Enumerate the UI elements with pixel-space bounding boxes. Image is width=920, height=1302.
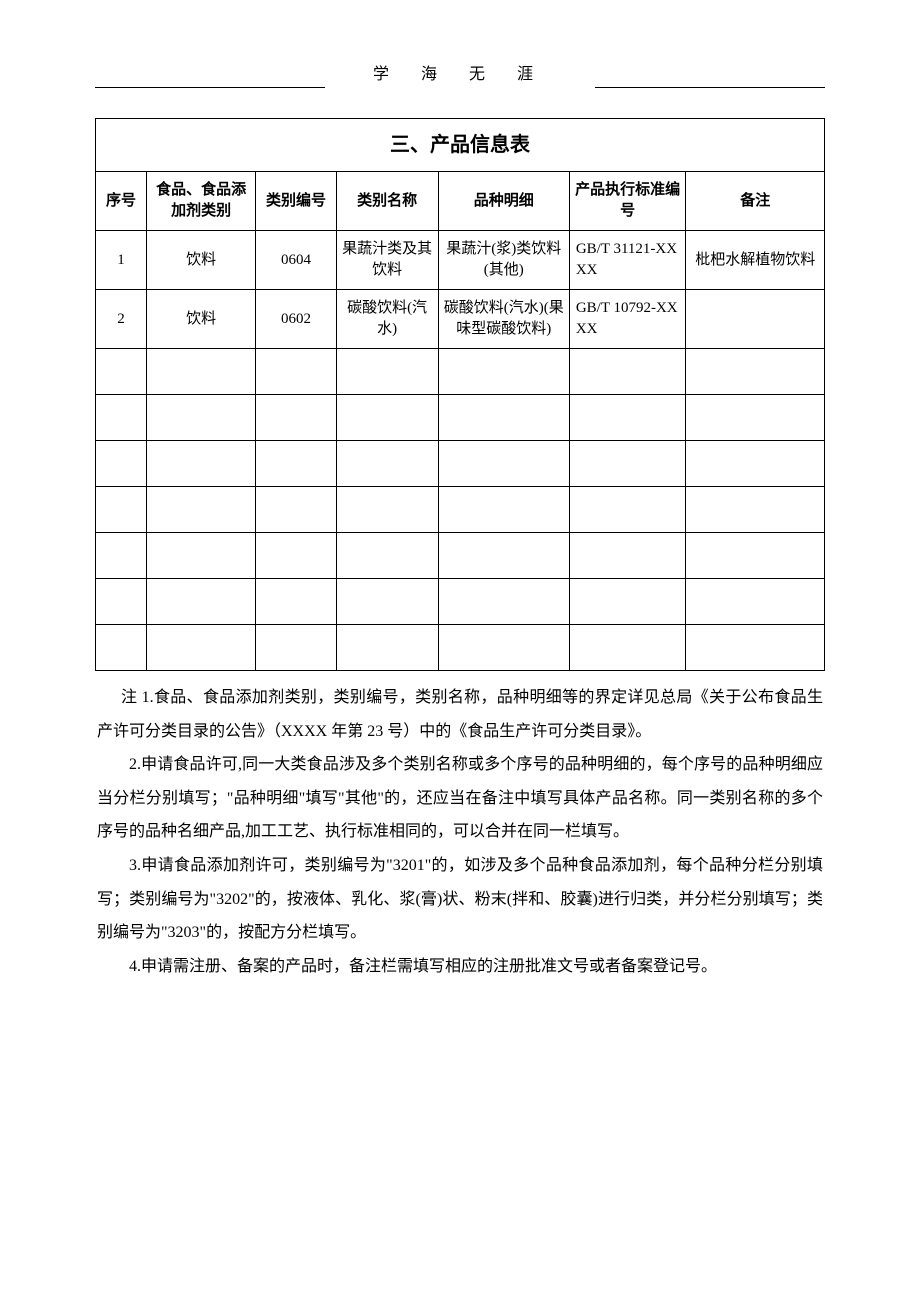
table-cell xyxy=(336,395,438,441)
table-cell: 饮料 xyxy=(147,290,256,349)
table-row xyxy=(96,395,825,441)
note-3: 3.申请食品添加剂许可，类别编号为"3201"的，如涉及多个品种食品添加剂，每个… xyxy=(97,849,823,950)
table-row xyxy=(96,625,825,671)
table-cell xyxy=(686,290,825,349)
table-cell xyxy=(147,395,256,441)
table-cell xyxy=(569,349,686,395)
table-cell xyxy=(569,487,686,533)
table-cell: 碳酸饮料(汽水)(果味型碳酸饮料) xyxy=(438,290,569,349)
column-header: 类别名称 xyxy=(336,172,438,231)
table-cell: 0604 xyxy=(256,231,336,290)
document-page: 学 海 无 涯 三、产品信息表 序号食品、食品添加剂类别类别编号类别名称品种明细… xyxy=(0,0,920,1043)
table-cell xyxy=(438,579,569,625)
note-1: 注 1.食品、食品添加剂类别，类别编号，类别名称，品种明细等的界定详见总局《关于… xyxy=(97,681,823,748)
table-cell xyxy=(256,349,336,395)
table-cell xyxy=(569,579,686,625)
table-cell xyxy=(147,349,256,395)
table-cell: 碳酸饮料(汽水) xyxy=(336,290,438,349)
table-header-row: 序号食品、食品添加剂类别类别编号类别名称品种明细产品执行标准编号备注 xyxy=(96,172,825,231)
table-cell xyxy=(336,441,438,487)
table-cell xyxy=(96,625,147,671)
table-cell xyxy=(147,487,256,533)
table-cell xyxy=(336,533,438,579)
product-info-table: 三、产品信息表 序号食品、食品添加剂类别类别编号类别名称品种明细产品执行标准编号… xyxy=(95,118,825,671)
table-cell xyxy=(686,625,825,671)
table-cell xyxy=(256,533,336,579)
table-cell: 果蔬汁类及其饮料 xyxy=(336,231,438,290)
table-cell xyxy=(96,579,147,625)
table-cell xyxy=(686,533,825,579)
table-title-row: 三、产品信息表 xyxy=(96,119,825,172)
column-header: 食品、食品添加剂类别 xyxy=(147,172,256,231)
table-cell xyxy=(438,533,569,579)
table-cell xyxy=(147,625,256,671)
table-cell: 1 xyxy=(96,231,147,290)
table-title: 三、产品信息表 xyxy=(96,119,825,172)
table-cell xyxy=(256,625,336,671)
table-row xyxy=(96,579,825,625)
table-cell: GB/T 31121-XXXX xyxy=(569,231,686,290)
table-cell xyxy=(147,579,256,625)
column-header: 备注 xyxy=(686,172,825,231)
notes-block: 注 1.食品、食品添加剂类别，类别编号，类别名称，品种明细等的界定详见总局《关于… xyxy=(95,681,825,983)
table-cell xyxy=(336,349,438,395)
column-header: 产品执行标准编号 xyxy=(569,172,686,231)
table-cell: 饮料 xyxy=(147,231,256,290)
table-cell xyxy=(336,625,438,671)
table-row xyxy=(96,487,825,533)
table-row: 2饮料0602碳酸饮料(汽水)碳酸饮料(汽水)(果味型碳酸饮料)GB/T 107… xyxy=(96,290,825,349)
table-row xyxy=(96,441,825,487)
table-cell xyxy=(256,487,336,533)
table-cell xyxy=(256,395,336,441)
table-cell xyxy=(686,395,825,441)
table-cell: 枇杷水解植物饮料 xyxy=(686,231,825,290)
note-2: 2.申请食品许可,同一大类食品涉及多个类别名称或多个序号的品种明细的，每个序号的… xyxy=(97,748,823,849)
table-cell xyxy=(569,395,686,441)
table-cell xyxy=(438,349,569,395)
table-cell xyxy=(569,533,686,579)
table-cell xyxy=(686,579,825,625)
table-cell xyxy=(96,349,147,395)
column-header: 类别编号 xyxy=(256,172,336,231)
table-cell xyxy=(147,533,256,579)
table-cell xyxy=(96,395,147,441)
table-cell xyxy=(569,625,686,671)
table-row xyxy=(96,533,825,579)
table-cell xyxy=(686,441,825,487)
table-cell xyxy=(686,487,825,533)
table-cell: 0602 xyxy=(256,290,336,349)
table-cell xyxy=(336,579,438,625)
table-cell xyxy=(438,441,569,487)
table-cell xyxy=(147,441,256,487)
table-cell: 果蔬汁(浆)类饮料(其他) xyxy=(438,231,569,290)
table-cell xyxy=(438,395,569,441)
table-cell xyxy=(96,533,147,579)
table-cell: GB/T 10792-XXXX xyxy=(569,290,686,349)
table-cell xyxy=(569,441,686,487)
table-cell xyxy=(96,487,147,533)
column-header: 序号 xyxy=(96,172,147,231)
table-row xyxy=(96,349,825,395)
table-row: 1饮料0604果蔬汁类及其饮料果蔬汁(浆)类饮料(其他)GB/T 31121-X… xyxy=(96,231,825,290)
page-header: 学 海 无 涯 xyxy=(95,60,825,90)
table-cell: 2 xyxy=(96,290,147,349)
table-cell xyxy=(686,349,825,395)
table-cell xyxy=(256,441,336,487)
note-4: 4.申请需注册、备案的产品时，备注栏需填写相应的注册批准文号或者备案登记号。 xyxy=(97,950,823,984)
column-header: 品种明细 xyxy=(438,172,569,231)
table-cell xyxy=(438,487,569,533)
table-cell xyxy=(96,441,147,487)
table-cell xyxy=(256,579,336,625)
table-cell xyxy=(438,625,569,671)
table-cell xyxy=(336,487,438,533)
